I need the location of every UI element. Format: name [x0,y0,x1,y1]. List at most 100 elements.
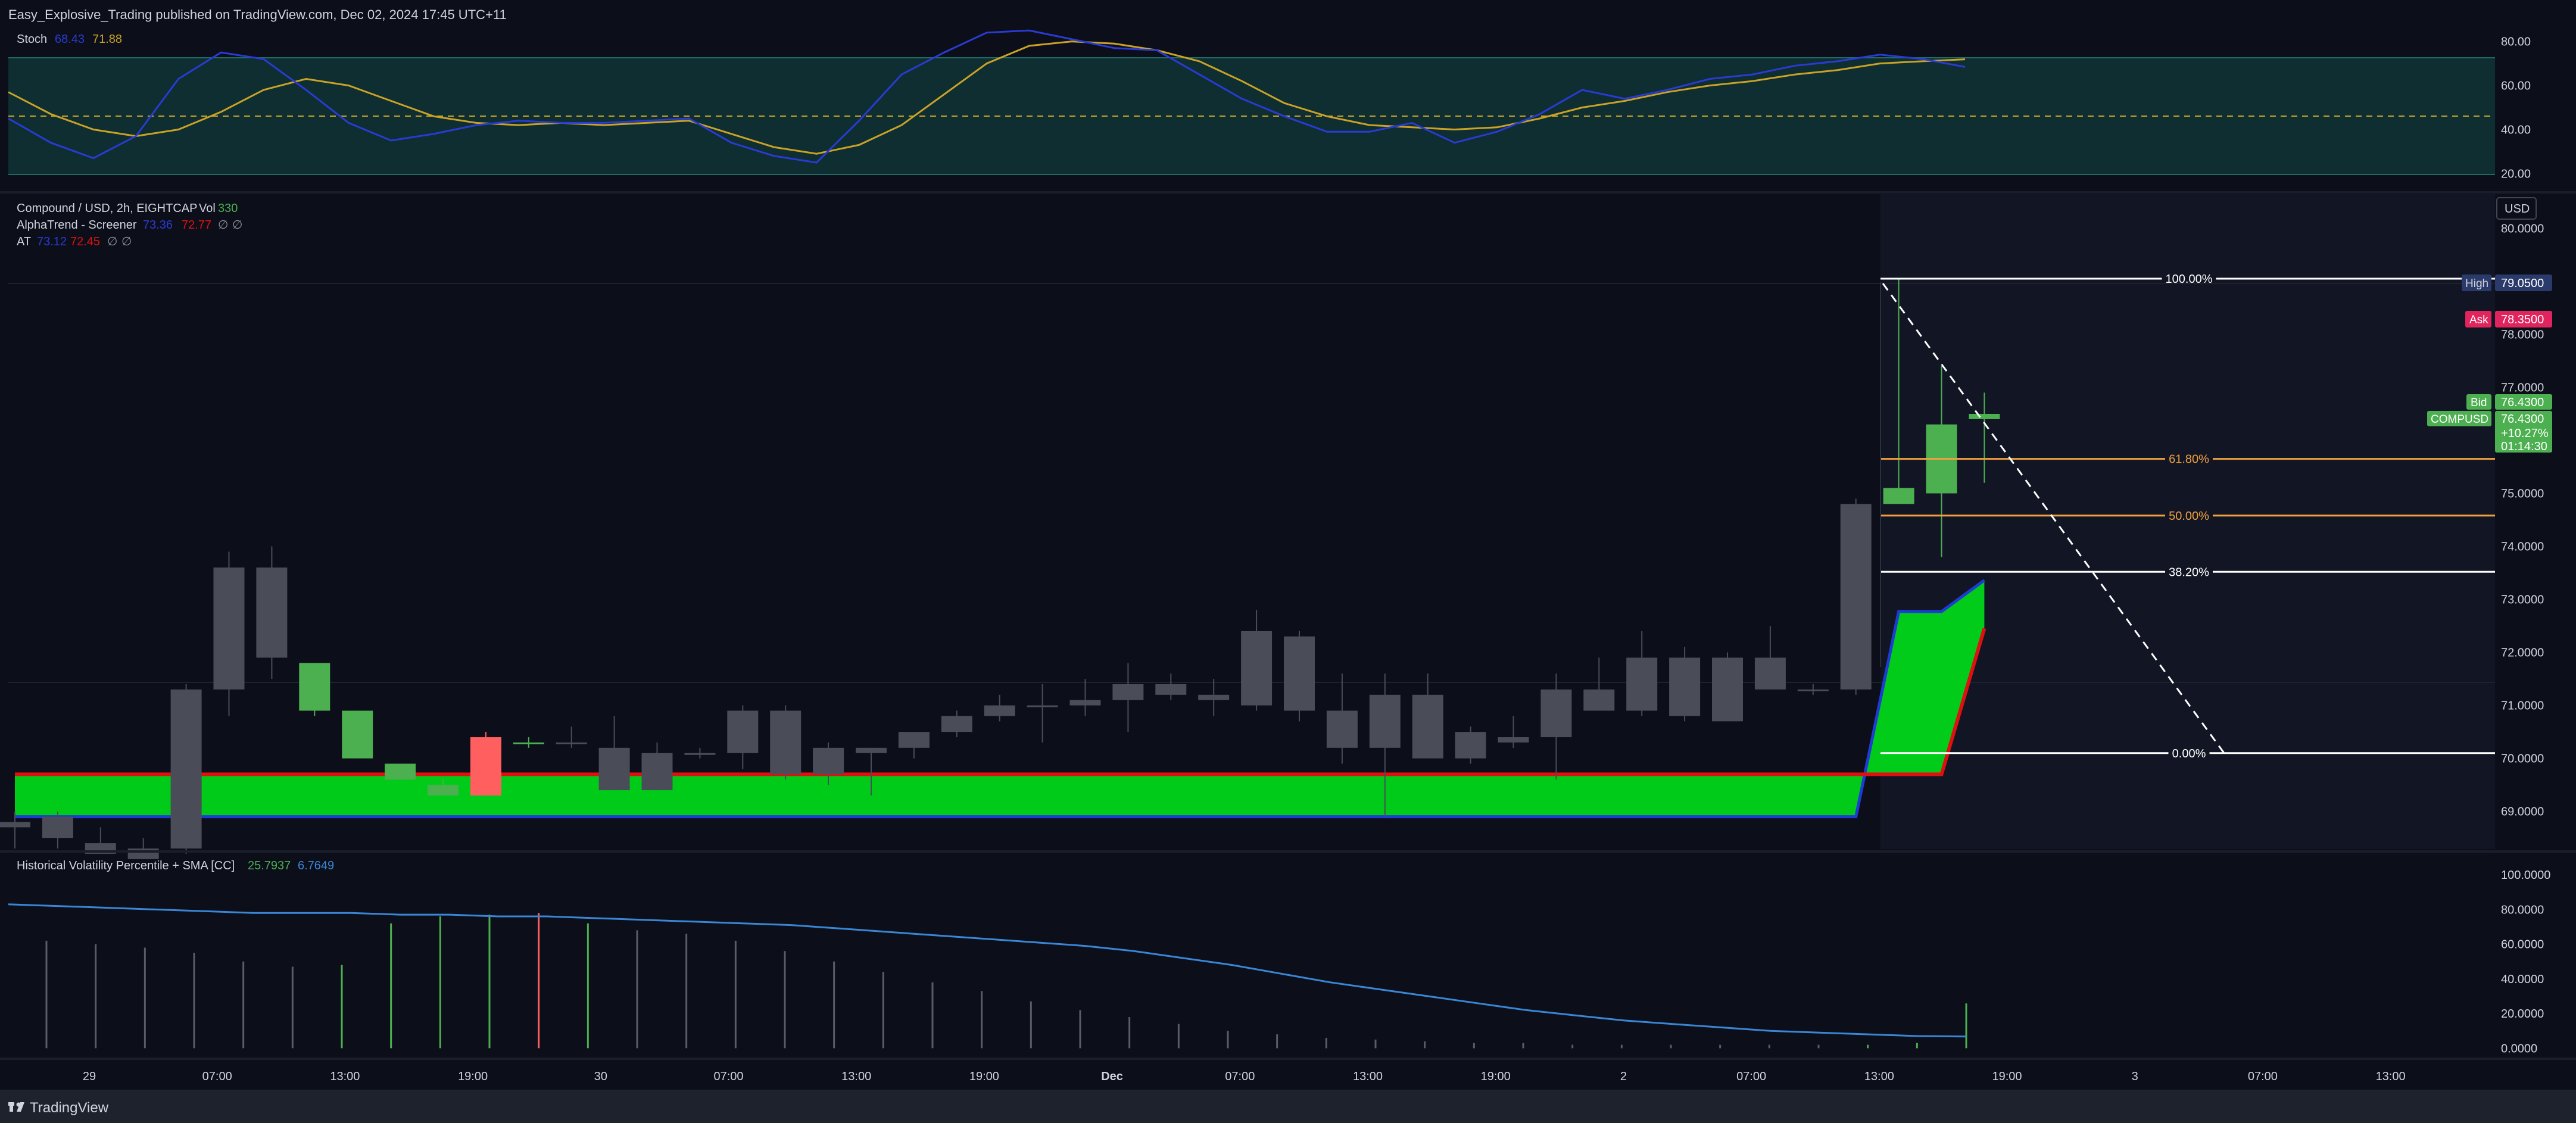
footer-brand: TradingView [30,1100,109,1116]
candle-body [641,753,673,791]
price-axis-tick: 77.0000 [2501,381,2544,394]
candle-body [213,567,245,690]
candle-body [941,716,972,732]
price-axis-tick: 74.0000 [2501,541,2544,554]
time-axis-tick: 19:00 [969,1070,999,1083]
forecast-zone [1880,194,2495,849]
symbol-tag-change: +10.27% [2501,427,2549,440]
candle-body [1883,488,1914,504]
hvp-axis-tick: 80.0000 [2501,903,2544,916]
alphatrend-line [15,579,1985,819]
hvp-value-2: 6.7649 [298,859,334,872]
footer-bar [0,1090,2576,1123]
ask-tag-bg [2495,311,2552,327]
candle-body [813,747,844,775]
candle-body [1069,700,1101,706]
currency-button[interactable] [2496,197,2537,220]
candle-body [1241,631,1273,706]
price-axis-tick: 80.0000 [2501,222,2544,235]
time-axis-tick: 3 [2132,1070,2138,1083]
symbol-tag-label: COMPUSD [2431,413,2488,426]
candle-body [1326,710,1358,748]
fib-level-label: 38.20% [2169,566,2209,579]
alphatrend-label: AlphaTrend - Screener [17,219,137,232]
time-axis: 29 07:00 13:00 19:00 30 07:00 13:00 19:00 Dec 07:… [83,1070,2406,1083]
symbol-tag-label-bg [2427,411,2491,426]
high-tag-label: High [2465,277,2488,290]
fib-level-label: 50.00% [2169,510,2209,523]
time-axis-tick: 07:00 [202,1070,232,1083]
hvp-sma-line [8,903,1967,1038]
tradingview-logo-icon [8,1102,24,1112]
at-null-1: ∅ [107,235,117,248]
price-axis: 80.0000 78.0000 77.0000 75.0000 74.0000 73.00… [2501,222,2544,818]
candle-body [428,785,459,796]
hvp-title: Historical Volatility Percentile + SMA [… [17,859,235,872]
price-axis-tick: 70.0000 [2501,753,2544,766]
time-axis-tick: 07:00 [713,1070,743,1083]
fib-retracement: 100.00% 61.80% 50.00% 38.20% 0.00% [1880,273,2495,760]
stoch-panel: Stoch 68.43 71.88 80.00 60.00 40.00 20.00 [8,29,2531,181]
time-axis-tick: 19:00 [458,1070,488,1083]
candle-body [1583,689,1615,711]
hvp-value-1: 25.7937 [248,859,291,872]
stoch-k-value: 68.43 [55,33,85,46]
alphatrend-band [15,579,1986,819]
alphatrend-null-2: ∅ [232,219,242,232]
candle-body [556,742,587,744]
price-axis-tick: 78.0000 [2501,328,2544,341]
stoch-lines [8,29,1966,164]
ask-tag-label: Ask [2469,314,2488,326]
candle-body [1112,684,1144,700]
candle-body [470,737,501,796]
publisher-header: Easy_Explosive_Trading published on Trad… [8,7,507,22]
ask-tag-value: 78.3500 [2501,313,2544,326]
candle-body [1669,657,1701,716]
candle-body [385,763,416,780]
time-axis-tick: 19:00 [1481,1070,1511,1083]
candle-body [1797,689,1829,691]
at-null-2: ∅ [121,235,132,248]
time-axis-tick: 19:00 [1992,1070,2022,1083]
candle-body [170,689,202,849]
candle-body [1027,705,1058,707]
alphatrend-value-1: 73.36 [143,219,173,232]
candle-body [1969,414,2000,419]
price-axis-tick: 71.0000 [2501,700,2544,713]
candle-body [1712,657,1743,722]
candle-body [727,710,759,753]
bid-tag-bg [2495,394,2552,410]
alphatrend-fill [15,580,1985,817]
hvp-axis-tick: 100.0000 [2501,869,2550,882]
candle-body [1155,684,1187,695]
volume-value: 330 [218,202,238,215]
hvp-axis: 100.0000 80.0000 60.0000 40.0000 20.0000 0.00… [2501,869,2550,1055]
price-legend-title: Compound / USD, 2h, EIGHTCAP [17,202,197,215]
stoch-d-value: 71.88 [92,33,122,46]
stoch-axis-tick: 60.00 [2501,80,2531,93]
price-panel: 100.00% 61.80% 50.00% 38.20% 0.00% 80.0000 78… [0,194,2552,859]
symbol-tag-timer: 01:14:30 [2501,440,2547,453]
symbol-tag-price: 76.4300 [2501,413,2544,426]
alphatrend-null-1: ∅ [218,219,228,232]
time-axis-tick: 07:00 [2248,1070,2278,1083]
time-axis-tick: 2 [1620,1070,1627,1083]
high-tag-label-bg [2462,274,2491,291]
hvp-panel: Historical Volatility Percentile + SMA [… [8,859,2550,1055]
bid-tag-value: 76.4300 [2501,396,2544,409]
candles [0,278,2000,859]
stoch-k-line [8,29,1966,164]
hvp-axis-tick: 20.0000 [2501,1007,2544,1021]
price-axis-tick: 75.0000 [2501,488,2544,501]
time-axis-tick: 13:00 [330,1070,360,1083]
stoch-title: Stoch [17,33,47,46]
high-tag-value: 79.0500 [2501,277,2544,290]
currency-label: USD [2505,202,2530,216]
bid-tag-label-bg [2466,394,2491,410]
time-axis-tick: 07:00 [1225,1070,1255,1083]
candle-body [42,816,73,838]
time-axis-tick: 30 [594,1070,607,1083]
price-axis-tick: 69.0000 [2501,806,2544,819]
candle-body [0,822,30,828]
